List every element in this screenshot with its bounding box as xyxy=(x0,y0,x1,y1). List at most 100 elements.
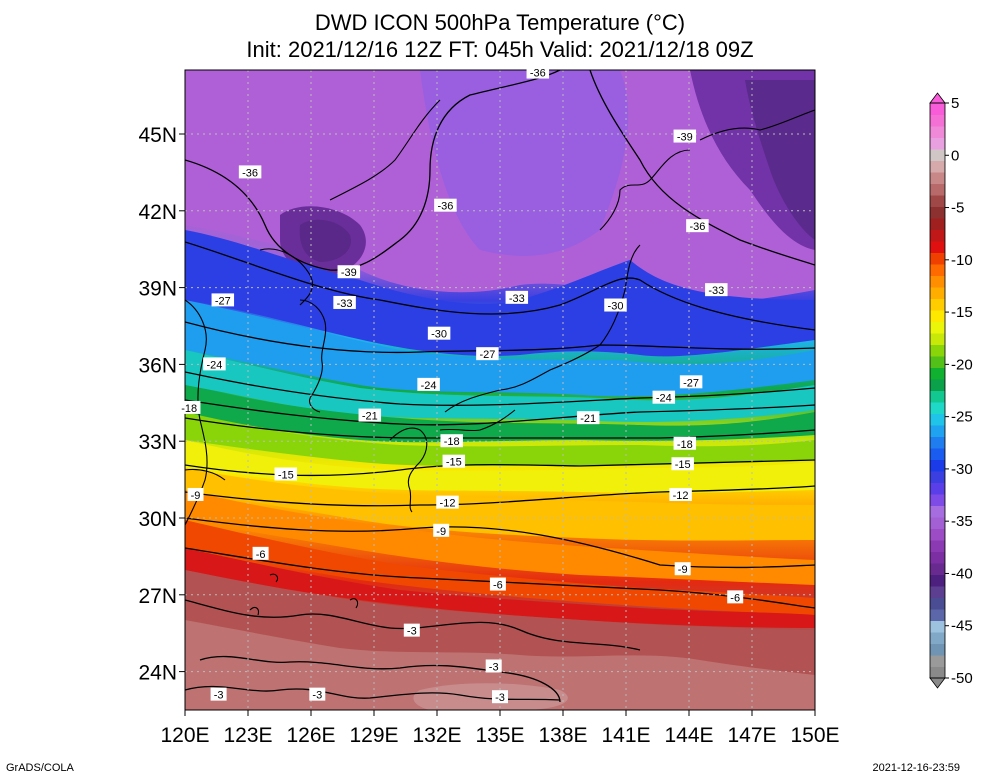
colorbar-swatch xyxy=(930,563,945,575)
contour-label: -15 xyxy=(442,454,466,469)
contour-label-text: -6 xyxy=(730,592,740,604)
contour-label-box xyxy=(505,290,529,304)
contour-label-text: -27 xyxy=(215,295,231,307)
colorbar-frame xyxy=(929,102,946,679)
contour-label: -18 xyxy=(177,400,201,415)
contour-label-text: -9 xyxy=(678,564,688,576)
contour-label-text: -30 xyxy=(431,329,447,341)
contour-label-box xyxy=(252,546,269,560)
colorbar-label: 5 xyxy=(951,95,959,112)
chart-subtitle: Init: 2021/12/16 12Z FT: 045h Valid: 202… xyxy=(246,37,754,62)
colorbar-swatch xyxy=(930,114,945,127)
contour-label: -3 xyxy=(210,687,227,702)
contour-label-text: -15 xyxy=(675,459,691,471)
contour-label: -27 xyxy=(476,347,499,361)
contour-label: -12 xyxy=(436,495,459,510)
contour-label-box xyxy=(309,687,326,701)
contour-labels: -36-36-36-36-39-39-33 -33-33-30-30-27-27-… xyxy=(177,65,744,704)
contour-label-text: -12 xyxy=(440,498,456,510)
contour-label: -6 xyxy=(252,546,269,561)
contour-label-text: -6 xyxy=(493,580,503,592)
contour-label-box xyxy=(440,434,463,448)
colorbar-swatch xyxy=(930,287,945,299)
lon-tick-label: 147E xyxy=(727,724,776,747)
contour-label: -24 xyxy=(652,390,676,405)
contour-label-box xyxy=(686,219,709,233)
latitude-axis: 24N 27N 30N 33N 36N 39N 42N 45N xyxy=(138,124,185,685)
contour-label-text: -24 xyxy=(421,380,437,392)
colorbar-swatch xyxy=(930,459,945,472)
colorbar-swatch xyxy=(930,241,945,253)
colorbar-swatch xyxy=(930,103,945,115)
footer-software-credit: GrADS/COLA xyxy=(6,762,74,774)
contour-label-box xyxy=(337,265,361,279)
contour-label: -9 xyxy=(433,523,450,538)
contour-label-text: -39 xyxy=(341,267,357,279)
colorbar-swatch xyxy=(930,586,945,598)
lat-tick-label: 36N xyxy=(138,354,177,377)
colorbar-label: -20 xyxy=(951,356,973,373)
lat-tick-label: 27N xyxy=(138,585,177,608)
contour-label: -36 xyxy=(434,198,457,213)
contour-label: -33 xyxy=(505,290,529,305)
lat-tick-label: 45N xyxy=(138,124,177,147)
contour-label-box xyxy=(358,408,382,422)
contour-label-text: -12 xyxy=(673,490,689,502)
colorbar-max-arrow xyxy=(929,92,946,104)
contour-label-box xyxy=(673,129,697,143)
contour-label-text: -15 xyxy=(278,469,294,481)
contour-label-text: -27 xyxy=(479,349,495,361)
colorbar-swatch xyxy=(930,126,945,138)
contour-label: -9 xyxy=(187,487,204,502)
contour-label-box xyxy=(576,411,600,425)
colorbar-swatch xyxy=(930,402,945,414)
contour-label: -6 xyxy=(489,577,506,592)
contour-label-text: -3 xyxy=(489,661,499,673)
colorbar-swatch xyxy=(930,218,945,230)
colorbar-swatch xyxy=(930,390,945,403)
contour-label-box xyxy=(442,454,466,468)
contour-label-text: -24 xyxy=(206,359,222,371)
colorbar-swatch xyxy=(930,471,945,483)
lon-tick-label: 132E xyxy=(412,724,461,747)
contour-label: -27 xyxy=(679,375,703,389)
colorbar-swatch xyxy=(930,517,945,529)
colorbar-swatch xyxy=(930,137,945,150)
contour-label-box xyxy=(433,523,450,537)
lon-tick-label: 123E xyxy=(223,724,272,747)
lon-tick-label: 138E xyxy=(538,724,587,747)
contour-label-box xyxy=(274,467,298,481)
contour-label-text: -33 xyxy=(337,298,353,310)
contour-label: -18 xyxy=(673,436,697,451)
contour-label: -15 xyxy=(274,467,298,481)
colorbar-label: -30 xyxy=(951,461,973,478)
contour-label-text: -18 xyxy=(677,439,693,451)
colorbar-swatch xyxy=(930,321,945,334)
colorbar-swatch xyxy=(930,172,945,184)
contour-label: -33 xyxy=(333,295,356,310)
contour-label-box xyxy=(210,687,227,701)
contour-label-text: -27 xyxy=(683,377,699,389)
contour-label-box xyxy=(187,487,204,501)
contour-label: -36 xyxy=(686,219,709,233)
contour-label-text: -33 xyxy=(708,285,724,297)
contour-label-box xyxy=(177,400,201,414)
colorbar-swatch xyxy=(930,298,945,311)
contour-label: -15 xyxy=(671,457,694,471)
colorbar-label: -15 xyxy=(951,304,973,321)
contour-label: -18 xyxy=(440,434,463,448)
contour-label: -33 xyxy=(705,283,728,297)
colorbar-swatch xyxy=(930,229,945,242)
contour-label: -27 xyxy=(211,293,235,307)
contour-label-box xyxy=(403,623,420,637)
colorbar-swatch xyxy=(930,597,945,610)
contour-label: -30 xyxy=(427,326,451,341)
lon-tick-label: 126E xyxy=(286,724,335,747)
contour-label-text: -9 xyxy=(436,526,446,538)
contour-label-text: -30 xyxy=(608,301,624,313)
colorbar-swatch xyxy=(930,448,945,460)
lon-tick-label: 141E xyxy=(601,724,650,747)
colorbar-swatch xyxy=(930,643,945,656)
contour-label-box xyxy=(238,165,262,179)
contour-label: -9 xyxy=(674,562,691,576)
